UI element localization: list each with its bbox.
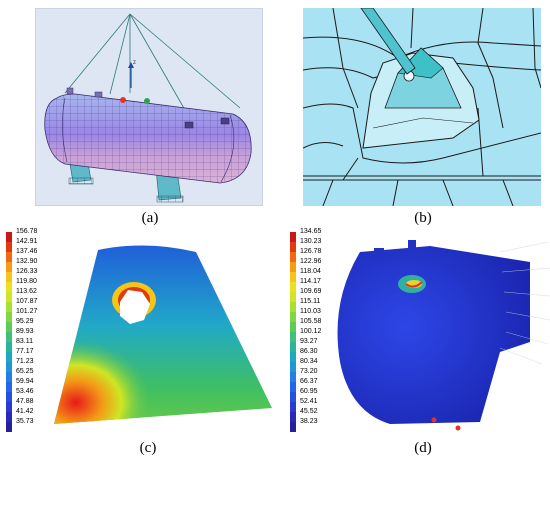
axis-label-z: z: [133, 60, 136, 66]
c-legend-swatch: [6, 342, 12, 352]
d-legend-swatch: [290, 302, 296, 312]
d-legend-label: 38.23: [300, 418, 318, 425]
d-legend-label: 66.37: [300, 378, 318, 385]
d-legend-label: 73.20: [300, 368, 318, 375]
c-legend-swatch: [6, 322, 12, 332]
c-legend-label: 71.23: [16, 358, 34, 365]
d-legend-label: 115.11: [300, 298, 321, 305]
c-legend-swatch: [6, 292, 12, 302]
caption-a: (a): [141, 210, 159, 226]
panel-d-tank-contour: [330, 232, 550, 432]
c-legend-swatch: [6, 232, 12, 242]
d-legend-swatch: [290, 352, 296, 362]
tank-body: [44, 93, 252, 184]
d-legend-label: 80.34: [300, 358, 318, 365]
d-legend-label: 118.04: [300, 268, 321, 275]
d-legend-swatch: [290, 272, 296, 282]
c-legend-swatch: [6, 282, 12, 292]
c-legend-swatch: [6, 382, 12, 392]
c-legend-label: 119.80: [16, 278, 37, 285]
d-legend-swatch: [290, 242, 296, 252]
c-legend-swatch: [6, 372, 12, 382]
d-legend-swatch: [290, 332, 296, 342]
c-legend-label: 113.62: [16, 288, 37, 295]
c-legend-swatch: [6, 352, 12, 362]
tank-mesh-illustration: z: [35, 8, 263, 206]
legend-d: 134.65 130.23 126.78 122.96 118.04 114.17 109.…: [290, 228, 330, 512]
c-legend-label: 89.93: [16, 328, 34, 335]
c-legend-swatch: [6, 392, 12, 402]
d-legend-swatch: [290, 282, 296, 292]
d-legend-label: 105.58: [300, 318, 322, 325]
d-legend-label: 122.96: [300, 258, 322, 265]
d-legend-label: 126.78: [300, 248, 322, 255]
d-legend-label: 109.69: [300, 288, 322, 295]
d-legend-swatch: [290, 262, 296, 272]
c-legend-label: 47.88: [16, 398, 34, 405]
d-legend-label: 60.95: [300, 388, 318, 395]
tank-stress-contour: [337, 240, 550, 431]
c-legend-label: 59.94: [16, 378, 34, 385]
d-legend-swatch: [290, 392, 296, 402]
d-legend-swatch: [290, 402, 296, 412]
c-legend-swatch: [6, 422, 12, 432]
d-legend-swatch: [290, 422, 296, 432]
c-legend-swatch: [6, 272, 12, 282]
c-legend-label: 65.25: [16, 368, 34, 375]
c-legend-label: 142.91: [16, 238, 38, 245]
d-legend-swatch: [290, 232, 296, 242]
panel-a-tank-mesh: z: [35, 8, 263, 206]
caption-d: (d): [414, 440, 432, 456]
d-legend-swatch: [290, 362, 296, 372]
saddle-mesh-illustration: [303, 8, 541, 206]
d-legend-label: 93.27: [300, 338, 318, 345]
d-legend-label: 134.65: [300, 228, 322, 235]
d-legend-swatch: [290, 252, 296, 262]
d-legend-label: 110.03: [300, 308, 321, 315]
c-legend-swatch: [6, 242, 12, 252]
d-legend-swatch: [290, 312, 296, 322]
c-legend-label: 53.46: [16, 388, 34, 395]
saddle-plate: [362, 47, 480, 149]
caption-b: (b): [414, 210, 432, 226]
c-legend-swatch: [6, 262, 12, 272]
stress-contour-plate: [54, 245, 272, 424]
d-legend-swatch: [290, 412, 296, 422]
c-legend-label: 132.90: [16, 258, 38, 265]
d-legend-swatch: [290, 322, 296, 332]
c-legend-label: 101.27: [16, 308, 38, 315]
caption-c: (c): [139, 440, 157, 456]
c-legend-label: 137.46: [16, 248, 38, 255]
c-legend-swatch: [6, 412, 12, 422]
d-legend-label: 86.30: [300, 348, 318, 355]
c-legend-label: 77.17: [16, 348, 34, 355]
c-legend-swatch: [6, 402, 12, 412]
c-legend-label: 107.87: [16, 298, 38, 305]
c-legend-swatch: [6, 302, 12, 312]
c-legend-swatch: [6, 362, 12, 372]
legend-c: 156.78 142.91 137.46 132.90 126.33 119.80 113.…: [6, 228, 46, 512]
d-legend-label: 114.17: [300, 278, 321, 285]
d-legend-label: 45.52: [300, 408, 318, 415]
d-legend-swatch: [290, 292, 296, 302]
d-legend-swatch: [290, 342, 296, 352]
c-legend-swatch: [6, 332, 12, 342]
c-legend-label: 95.29: [16, 318, 34, 325]
panel-c-stress-contour: [46, 232, 274, 428]
d-legend-swatch: [290, 372, 296, 382]
panel-b-saddle-mesh: [303, 8, 541, 206]
c-legend-swatch: [6, 312, 12, 322]
d-legend-label: 130.23: [300, 238, 322, 245]
c-legend-label: 83.11: [16, 338, 33, 345]
c-legend-label: 35.73: [16, 418, 34, 425]
c-legend-label: 156.78: [16, 228, 38, 235]
lifting-rod: [360, 8, 416, 75]
c-legend-swatch: [6, 252, 12, 262]
d-legend-label: 100.12: [300, 328, 322, 335]
d-legend-swatch: [290, 382, 296, 392]
c-legend-label: 41.42: [16, 408, 34, 415]
c-legend-label: 126.33: [16, 268, 38, 275]
d-legend-label: 52.41: [300, 398, 318, 405]
